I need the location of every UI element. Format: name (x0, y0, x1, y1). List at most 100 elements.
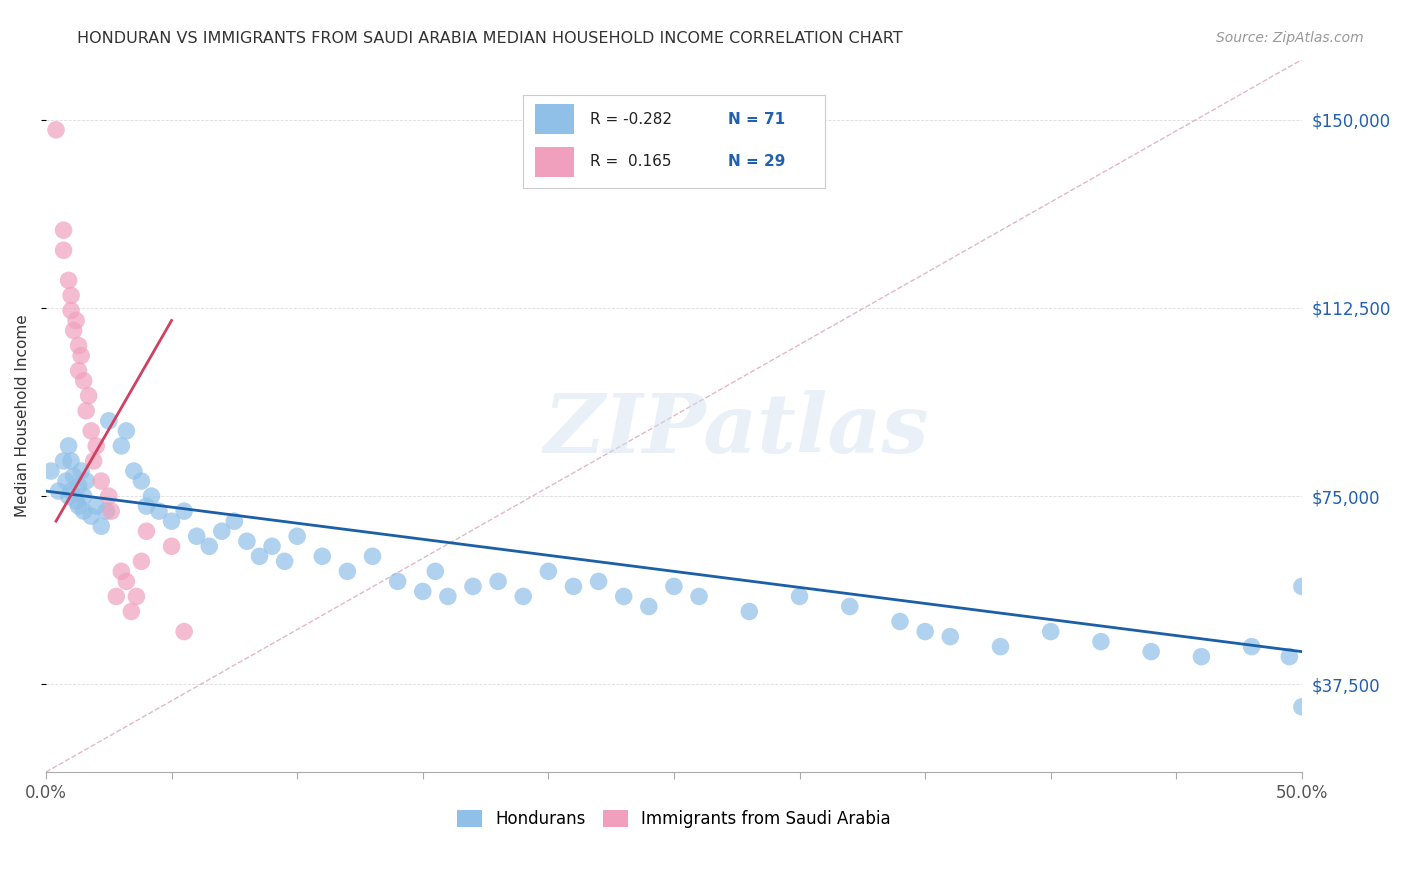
Point (67, 479, 90, 493)
Point (97, 489, 120, 503)
Point (58, 489, 80, 503)
Point (1291, 699, 1313, 714)
Point (562, 579, 585, 593)
Point (80, 509, 103, 524)
Point (75, 474, 97, 488)
Point (80, 424, 103, 438)
Point (637, 599, 659, 614)
Point (45, 123, 67, 137)
Point (1191, 649, 1213, 664)
Point (249, 549, 271, 564)
Point (889, 615, 911, 629)
Point (60, 454, 83, 468)
Point (173, 624, 195, 639)
Point (412, 584, 434, 599)
Point (224, 514, 246, 528)
Point (361, 549, 384, 564)
Point (72, 374, 94, 388)
Point (65, 494, 87, 508)
Point (141, 489, 163, 503)
Point (135, 524, 157, 539)
Point (90, 519, 112, 533)
Point (131, 554, 153, 568)
Text: Source: ZipAtlas.com: Source: ZipAtlas.com (1216, 31, 1364, 45)
Point (285, 529, 308, 543)
Point (537, 565, 560, 579)
Point (1140, 645, 1163, 659)
Point (90, 474, 112, 488)
Point (588, 574, 610, 589)
Text: ZIPatlas: ZIPatlas (544, 390, 929, 470)
Point (115, 574, 138, 589)
Point (39, 464, 62, 478)
Text: HONDURAN VS IMMIGRANTS FROM SAUDI ARABIA MEDIAN HOUSEHOLD INCOME CORRELATION CHA: HONDURAN VS IMMIGRANTS FROM SAUDI ARABIA… (77, 31, 903, 46)
Point (84, 499, 107, 513)
Point (52, 244, 75, 258)
Point (160, 539, 183, 553)
Point (110, 565, 132, 579)
Point (198, 539, 221, 553)
Point (990, 640, 1012, 654)
Point (486, 574, 509, 589)
Point (72, 504, 94, 518)
Point (62, 469, 84, 483)
Point (1039, 624, 1062, 639)
Point (437, 590, 460, 604)
Point (131, 474, 153, 488)
Point (72, 489, 94, 503)
Point (67, 499, 90, 513)
Point (260, 539, 283, 553)
Point (62, 324, 84, 338)
Point (77, 389, 100, 403)
Point (662, 579, 685, 593)
Point (311, 549, 333, 564)
Point (160, 514, 183, 528)
Y-axis label: Median Household Income: Median Household Income (15, 315, 30, 517)
Point (60, 288, 83, 302)
Point (1278, 649, 1301, 664)
Point (75, 404, 97, 418)
Point (60, 484, 83, 499)
Point (425, 565, 447, 579)
Point (83, 454, 105, 468)
Point (1090, 634, 1112, 648)
Point (613, 590, 636, 604)
Point (914, 624, 936, 639)
Point (122, 464, 145, 478)
Point (336, 565, 359, 579)
Point (236, 534, 259, 549)
Point (461, 579, 484, 593)
Point (52, 454, 75, 468)
Point (688, 590, 710, 604)
Point (67, 338, 90, 352)
Point (58, 439, 80, 453)
Point (273, 554, 295, 568)
Point (100, 504, 122, 518)
Point (939, 630, 962, 644)
Point (173, 504, 195, 518)
Point (96, 504, 118, 518)
Point (115, 424, 138, 438)
Point (48, 484, 70, 499)
Point (1291, 579, 1313, 593)
Point (105, 590, 128, 604)
Point (512, 590, 534, 604)
Legend: Hondurans, Immigrants from Saudi Arabia: Hondurans, Immigrants from Saudi Arabia (450, 804, 897, 835)
Point (70, 464, 93, 478)
Point (135, 499, 157, 513)
Point (110, 439, 132, 453)
Point (125, 590, 148, 604)
Point (70, 349, 93, 363)
Point (67, 364, 90, 378)
Point (186, 529, 208, 543)
Point (148, 504, 170, 518)
Point (97, 414, 120, 428)
Point (738, 605, 761, 619)
Point (120, 605, 142, 619)
Point (789, 590, 811, 604)
Point (55, 474, 77, 488)
Point (1240, 640, 1263, 654)
Point (838, 599, 860, 614)
Point (58, 273, 80, 287)
Point (65, 313, 87, 327)
